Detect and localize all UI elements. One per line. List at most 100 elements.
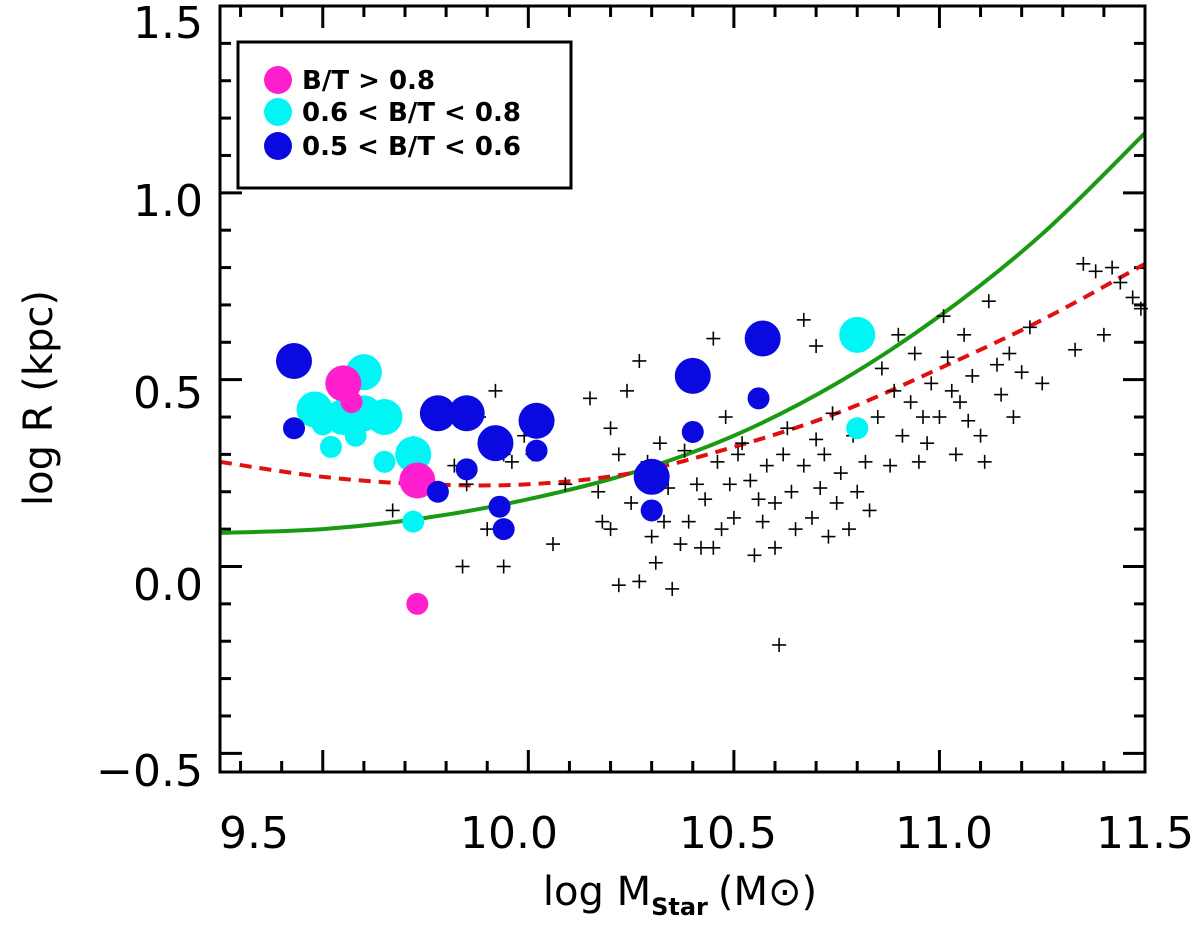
plus-marker (591, 484, 606, 499)
axis-ticks (220, 4, 1147, 772)
plus-marker (981, 294, 996, 309)
legend-box (236, 40, 573, 190)
plus-marker (504, 454, 519, 469)
plus-marker (990, 357, 1004, 372)
plus-marker (994, 387, 1009, 402)
cyan-dot (402, 510, 425, 533)
plus-marker (1105, 260, 1120, 275)
circle-markers (276, 316, 876, 615)
plus-marker (1068, 342, 1083, 357)
plus-marker (735, 436, 750, 451)
plus-marker (821, 529, 836, 544)
plus-marker (694, 540, 708, 555)
plus-marker (1096, 327, 1111, 342)
plus-marker (920, 436, 935, 451)
plus-marker (496, 559, 511, 574)
plus-marker (480, 522, 495, 537)
plus-marker (632, 353, 647, 368)
legend-swatch-blue (264, 132, 292, 160)
plus-marker (903, 395, 918, 410)
y-tick-label: 1.0 (133, 176, 203, 227)
plus-marker (813, 481, 828, 496)
plus-marker (883, 458, 898, 473)
plus-marker (714, 522, 729, 537)
plus-marker (583, 391, 597, 406)
plus-marker (611, 447, 626, 462)
plus-marker (850, 484, 865, 499)
magenta-dot (406, 592, 429, 615)
plus-marker (965, 368, 980, 383)
plus-marker (718, 410, 733, 425)
blue-dot (276, 342, 312, 379)
plus-marker (1076, 256, 1091, 271)
plus-marker (644, 529, 659, 544)
plot-frame (218, 4, 1147, 774)
plus-marker (726, 510, 741, 525)
plus-marker (673, 537, 688, 552)
plus-marker (768, 540, 782, 555)
plus-marker (652, 436, 667, 451)
blue-dot (674, 357, 711, 394)
x-tick-label: 9.5 (219, 808, 289, 859)
magenta-dot (340, 391, 363, 414)
plus-marker (620, 383, 634, 398)
plus-marker (776, 447, 791, 462)
x-axis-title-subscript: Star (651, 893, 708, 921)
plus-marker (768, 495, 782, 510)
magenta-dot (399, 462, 436, 499)
blue-dot (525, 439, 548, 462)
x-tick-label: 10.5 (679, 808, 777, 859)
blue-dot (492, 518, 515, 541)
plus-marker (870, 410, 885, 425)
plus-marker (825, 406, 840, 421)
plus-marker (1113, 275, 1128, 290)
plus-marker (973, 428, 988, 443)
x-tick-label: 11.0 (895, 808, 993, 859)
plus-marker (689, 477, 704, 492)
plus-marker (698, 492, 713, 507)
cyan-dot (839, 316, 876, 353)
fit-curves (219, 131, 1147, 535)
plus-marker (1088, 264, 1103, 279)
plus-marker (632, 574, 647, 589)
plus-marker (743, 473, 758, 488)
plus-marker (1125, 290, 1140, 305)
plus-marker (455, 559, 470, 574)
y-tick-label: 1.5 (133, 0, 203, 49)
plus-marker (932, 410, 947, 425)
blue-dot (681, 420, 704, 443)
x-axis-title-main: log M (543, 869, 651, 915)
plus-marker (842, 522, 856, 537)
plus-marker (780, 421, 795, 436)
blue-dot (518, 402, 555, 439)
plus-marker (648, 555, 663, 570)
blue-dot (426, 480, 449, 503)
plus-marker (1002, 346, 1017, 361)
plus-marker (788, 522, 803, 537)
plus-marker (624, 495, 639, 510)
plus-marker (916, 410, 930, 425)
legend-label-blue: 0.5 < B/T < 0.6 (302, 132, 521, 162)
plus-marker (809, 432, 824, 447)
y-tick-label: 0.5 (133, 368, 203, 419)
plus-marker (805, 510, 819, 525)
plus-marker (677, 443, 692, 458)
plus-marker (595, 514, 610, 529)
plus-marker (665, 581, 680, 596)
plus-marker (1035, 376, 1050, 391)
plus-marker (961, 413, 976, 428)
legend-label-magenta: B/T > 0.8 (302, 66, 435, 96)
plus-marker (751, 492, 766, 507)
blue-dot (488, 495, 511, 518)
plus-marker (1022, 320, 1037, 335)
plus-marker (722, 477, 737, 492)
plus-marker (747, 548, 762, 563)
plus-marker (911, 454, 926, 469)
plus-marker (953, 395, 967, 410)
plus-marker (784, 484, 799, 499)
y-tick-label: −0.5 (96, 746, 203, 797)
cyan-dot (846, 417, 869, 440)
plus-marker (829, 495, 844, 510)
y-tick-label: 0.0 (133, 560, 203, 611)
plus-marker (772, 637, 787, 652)
